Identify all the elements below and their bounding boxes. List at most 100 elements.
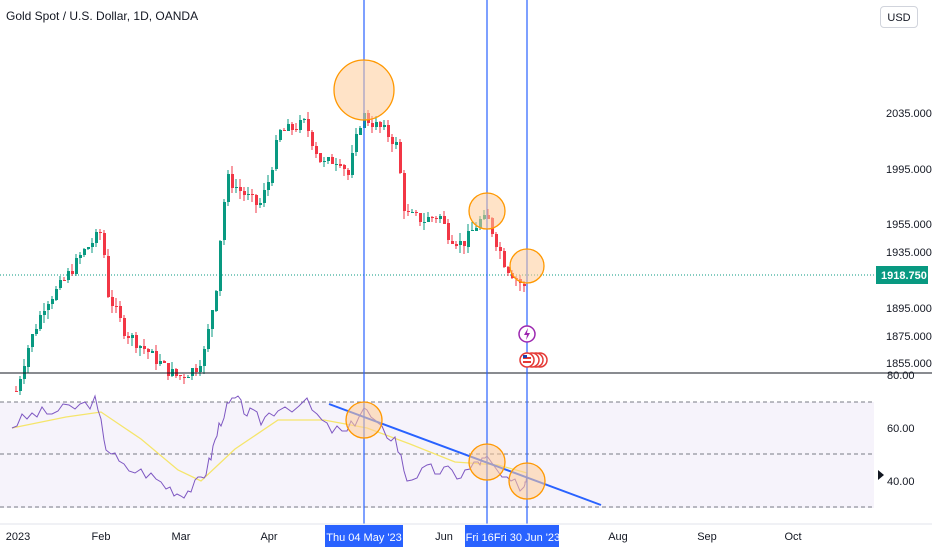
candle-body <box>127 336 130 338</box>
candle-body <box>223 202 226 240</box>
price-highlight-circle[interactable] <box>468 192 506 230</box>
price-axis-tick: 2035.000 <box>886 108 932 120</box>
candle-body <box>199 366 202 372</box>
candle-body <box>443 216 446 224</box>
candle-body <box>55 289 58 300</box>
candle-body <box>191 368 194 376</box>
candle-body <box>19 379 22 391</box>
price-axis-tick: 1935.000 <box>886 247 932 259</box>
candle-body <box>87 247 90 249</box>
time-axis-tick: Apr <box>260 531 277 543</box>
candle-body <box>339 164 342 166</box>
candle-body <box>347 170 350 175</box>
candle-body <box>103 233 106 255</box>
candle-body <box>267 182 270 190</box>
candle-body <box>427 217 430 222</box>
candle-body <box>287 124 290 131</box>
candle-body <box>211 310 214 329</box>
scroll-arrow-icon[interactable] <box>878 470 884 480</box>
candle-body <box>455 244 458 246</box>
candle-body <box>255 195 258 205</box>
candle-body <box>447 223 450 240</box>
candle-body <box>99 232 102 233</box>
price-axis-tick: 1955.000 <box>886 219 932 231</box>
currency-button[interactable]: USD <box>880 6 918 28</box>
candle-body <box>159 361 162 364</box>
candle-body <box>375 122 378 127</box>
candle-body <box>415 212 418 213</box>
candle-body <box>79 255 82 258</box>
candle-body <box>75 258 78 274</box>
candle-body <box>311 132 314 146</box>
time-axis-tick: Mar <box>172 531 191 543</box>
candle-body <box>39 315 42 329</box>
price-axis-tick: 1895.000 <box>886 303 932 315</box>
candle-body <box>275 140 278 169</box>
candle-body <box>359 128 362 135</box>
candle-body <box>499 247 502 251</box>
time-highlight-label: Thu 04 May '23 <box>326 532 401 544</box>
candle-body <box>155 351 158 364</box>
rsi-highlight-circle[interactable] <box>468 443 506 481</box>
candle-body <box>183 377 186 378</box>
candle-body <box>207 329 210 349</box>
candle-body <box>379 122 382 127</box>
candle-body <box>71 271 74 274</box>
candle-body <box>291 124 294 130</box>
price-axis-tick: 1995.000 <box>886 164 932 176</box>
time-highlight-box[interactable] <box>325 525 403 547</box>
candle-body <box>279 130 282 140</box>
price-axis-tick: 1855.000 <box>886 358 932 370</box>
candle-body <box>43 311 46 315</box>
symbol-title: Gold Spot / U.S. Dollar, 1D, OANDA <box>6 9 199 23</box>
candle-body <box>475 228 478 231</box>
candle-body <box>331 157 334 164</box>
rsi-highlight-circle[interactable] <box>345 401 383 439</box>
candle-body <box>295 129 298 130</box>
time-highlight-box[interactable] <box>495 525 559 547</box>
candle-body <box>27 348 30 367</box>
candle-body <box>335 164 338 165</box>
rsi-highlight-circle[interactable] <box>508 462 546 500</box>
lightning-glyph <box>524 328 530 340</box>
candle-body <box>303 119 306 120</box>
candle-body <box>419 213 422 222</box>
candle-body <box>119 306 122 318</box>
candle-body <box>271 170 274 183</box>
candle-body <box>131 335 134 338</box>
candle-body <box>407 211 410 212</box>
time-axis-tick: Jun <box>435 531 453 543</box>
candle-body <box>235 187 238 188</box>
candle-body <box>315 146 318 154</box>
candle-body <box>111 297 114 306</box>
candle-body <box>247 194 250 195</box>
candle-body <box>439 216 442 219</box>
candle-body <box>523 284 526 286</box>
candle-body <box>459 241 462 245</box>
candle-body <box>323 161 326 162</box>
candle-body <box>495 234 498 247</box>
candle-body <box>179 375 182 376</box>
candle-body <box>383 125 386 127</box>
candle-body <box>319 153 322 162</box>
candle-body <box>187 377 190 378</box>
candle-body <box>243 191 246 195</box>
time-axis-tick: Feb <box>92 531 111 543</box>
time-axis-tick: Sep <box>697 531 717 543</box>
candle-body <box>395 142 398 145</box>
time-axis-tick: Aug <box>608 531 628 543</box>
price-highlight-circle[interactable] <box>509 248 545 284</box>
candle-body <box>231 174 234 188</box>
price-highlight-circle[interactable] <box>333 59 395 121</box>
price-axis-tick: 1875.000 <box>886 331 932 343</box>
candle-body <box>107 256 110 297</box>
candle-body <box>215 291 218 311</box>
candle-body <box>387 125 390 137</box>
candle-body <box>227 174 230 202</box>
flag-stripe <box>523 361 531 363</box>
candle-body <box>355 134 358 152</box>
rsi-ma-line <box>11 411 528 482</box>
candle-body <box>503 251 506 267</box>
candle-body <box>239 187 242 191</box>
